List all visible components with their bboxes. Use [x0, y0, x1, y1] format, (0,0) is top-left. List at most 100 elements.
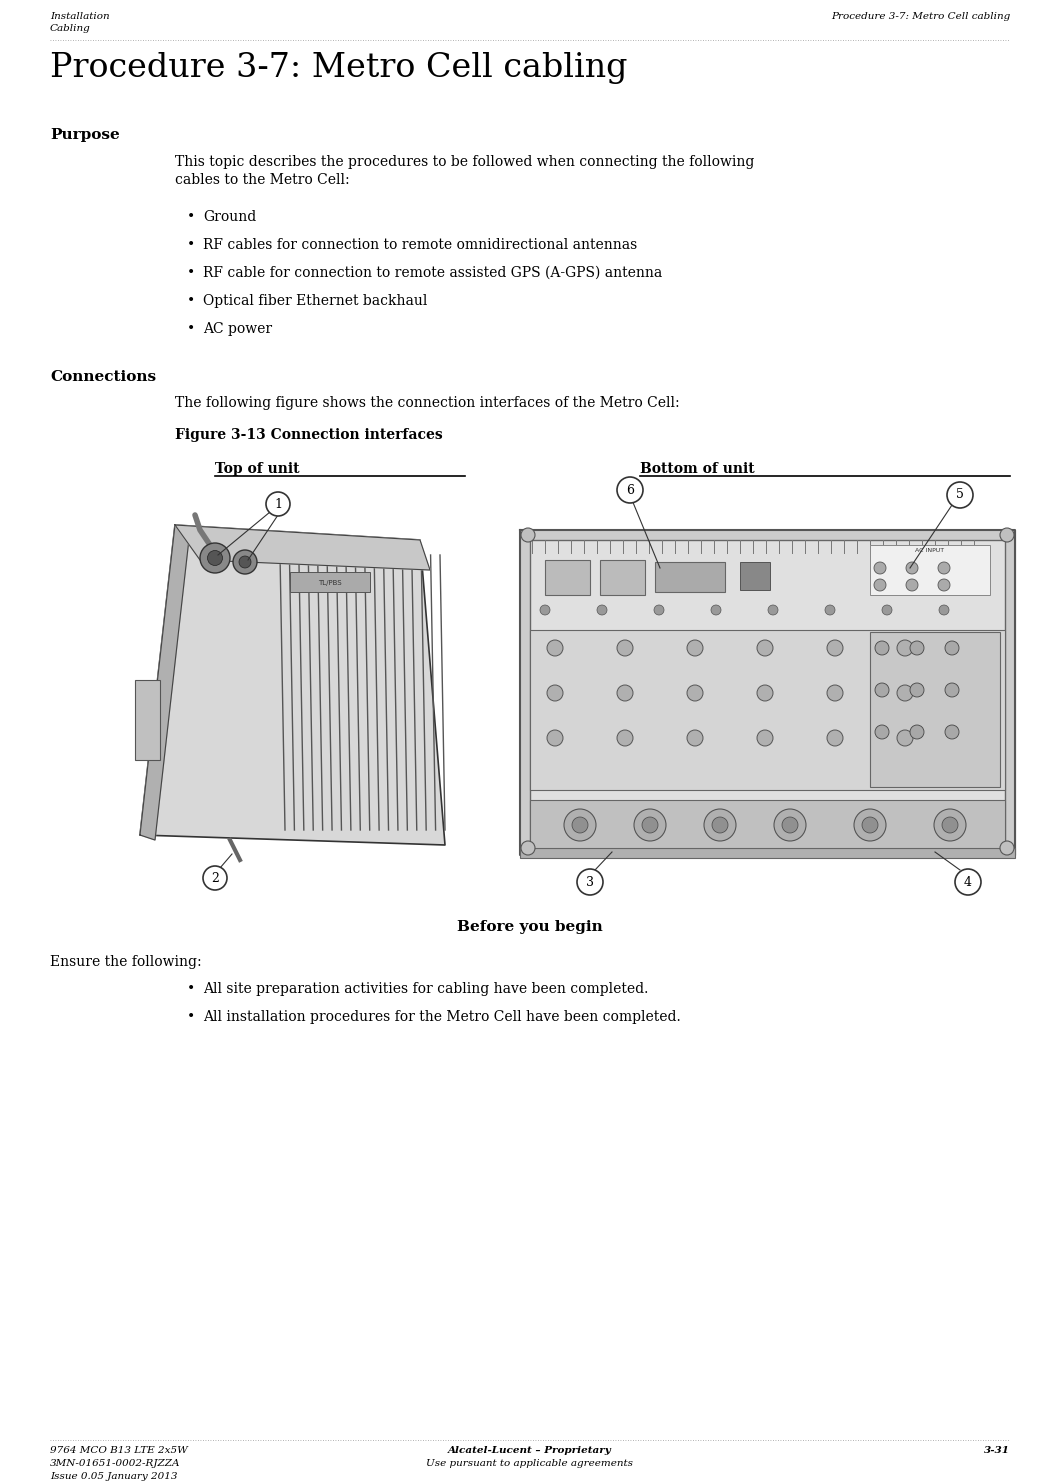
- Circle shape: [617, 730, 633, 746]
- Bar: [656, 562, 725, 592]
- Bar: [515, 510, 1020, 861]
- Bar: [870, 632, 1000, 787]
- Text: 3-31: 3-31: [984, 1445, 1010, 1454]
- Circle shape: [200, 543, 230, 573]
- Circle shape: [774, 809, 806, 841]
- Text: Before you begin: Before you begin: [456, 920, 603, 933]
- Circle shape: [874, 579, 886, 591]
- Circle shape: [945, 641, 959, 654]
- Text: Top of unit: Top of unit: [215, 462, 300, 476]
- Text: •: •: [187, 266, 195, 280]
- Circle shape: [825, 605, 834, 614]
- Text: Optical fiber Ethernet backhaul: Optical fiber Ethernet backhaul: [203, 294, 428, 309]
- Text: •: •: [187, 211, 195, 224]
- Text: •: •: [187, 294, 195, 309]
- Text: Figure 3-13 Connection interfaces: Figure 3-13 Connection interfaces: [175, 427, 443, 442]
- Polygon shape: [520, 530, 1015, 855]
- Circle shape: [617, 686, 633, 700]
- Circle shape: [548, 730, 563, 746]
- Circle shape: [947, 482, 973, 508]
- Text: 6: 6: [626, 484, 634, 497]
- Circle shape: [1000, 841, 1015, 855]
- Circle shape: [854, 809, 886, 841]
- Circle shape: [687, 730, 703, 746]
- Bar: [870, 545, 990, 595]
- Text: •: •: [187, 1011, 195, 1024]
- Circle shape: [782, 818, 798, 833]
- Circle shape: [1000, 528, 1015, 542]
- Circle shape: [564, 809, 596, 841]
- Text: Cabling: Cabling: [50, 24, 91, 33]
- Circle shape: [938, 562, 950, 574]
- Bar: [545, 559, 590, 595]
- Circle shape: [910, 726, 925, 739]
- Circle shape: [239, 556, 251, 568]
- Text: •: •: [187, 982, 195, 996]
- Circle shape: [548, 686, 563, 700]
- Bar: [290, 571, 370, 592]
- Text: Installation: Installation: [50, 12, 110, 21]
- Text: 9764 MCO B13 LTE 2x5W: 9764 MCO B13 LTE 2x5W: [50, 1445, 187, 1454]
- Circle shape: [233, 551, 257, 574]
- Circle shape: [934, 809, 966, 841]
- Polygon shape: [140, 525, 445, 844]
- Text: 4: 4: [964, 876, 972, 889]
- Bar: [530, 631, 1005, 789]
- Text: Use pursuant to applicable agreements: Use pursuant to applicable agreements: [426, 1459, 633, 1468]
- Polygon shape: [175, 525, 430, 570]
- Text: 5: 5: [956, 488, 964, 502]
- Circle shape: [634, 809, 666, 841]
- Text: RF cable for connection to remote assisted GPS (A-GPS) antenna: RF cable for connection to remote assist…: [203, 266, 662, 280]
- Circle shape: [617, 640, 633, 656]
- Circle shape: [757, 640, 773, 656]
- Text: Alcatel-Lucent – Proprietary: Alcatel-Lucent – Proprietary: [448, 1445, 611, 1454]
- Circle shape: [757, 686, 773, 700]
- Circle shape: [882, 605, 892, 614]
- Circle shape: [875, 683, 889, 697]
- Circle shape: [521, 841, 535, 855]
- Text: Connections: Connections: [50, 370, 156, 384]
- Text: Ensure the following:: Ensure the following:: [50, 956, 201, 969]
- Circle shape: [907, 579, 918, 591]
- Circle shape: [208, 551, 222, 565]
- Circle shape: [862, 818, 878, 833]
- Circle shape: [875, 641, 889, 654]
- Circle shape: [907, 562, 918, 574]
- Polygon shape: [140, 525, 190, 840]
- Circle shape: [827, 730, 843, 746]
- Bar: [530, 800, 1005, 850]
- Circle shape: [540, 605, 550, 614]
- Text: 3MN-01651-0002-RJZZA: 3MN-01651-0002-RJZZA: [50, 1459, 180, 1468]
- Circle shape: [572, 818, 588, 833]
- Circle shape: [654, 605, 664, 614]
- Text: All site preparation activities for cabling have been completed.: All site preparation activities for cabl…: [203, 982, 648, 996]
- Text: 1: 1: [274, 497, 282, 510]
- Circle shape: [687, 686, 703, 700]
- Text: Bottom of unit: Bottom of unit: [640, 462, 755, 476]
- Circle shape: [897, 730, 913, 746]
- Text: AC INPUT: AC INPUT: [915, 548, 945, 554]
- Circle shape: [203, 867, 227, 890]
- Circle shape: [687, 640, 703, 656]
- Circle shape: [827, 686, 843, 700]
- Text: Procedure 3-7: Metro Cell cabling: Procedure 3-7: Metro Cell cabling: [50, 52, 628, 85]
- Text: RF cables for connection to remote omnidirectional antennas: RF cables for connection to remote omnid…: [203, 237, 638, 252]
- Circle shape: [939, 605, 949, 614]
- Text: Purpose: Purpose: [50, 128, 120, 142]
- Circle shape: [577, 870, 603, 895]
- Circle shape: [875, 726, 889, 739]
- Circle shape: [757, 730, 773, 746]
- Circle shape: [955, 870, 981, 895]
- Circle shape: [711, 605, 721, 614]
- Circle shape: [874, 562, 886, 574]
- Circle shape: [938, 579, 950, 591]
- Bar: [520, 847, 1015, 858]
- Circle shape: [548, 640, 563, 656]
- Circle shape: [943, 818, 958, 833]
- Circle shape: [521, 528, 535, 542]
- Text: cables to the Metro Cell:: cables to the Metro Cell:: [175, 174, 349, 187]
- Circle shape: [704, 809, 736, 841]
- Bar: [600, 559, 645, 595]
- Circle shape: [768, 605, 778, 614]
- Circle shape: [827, 640, 843, 656]
